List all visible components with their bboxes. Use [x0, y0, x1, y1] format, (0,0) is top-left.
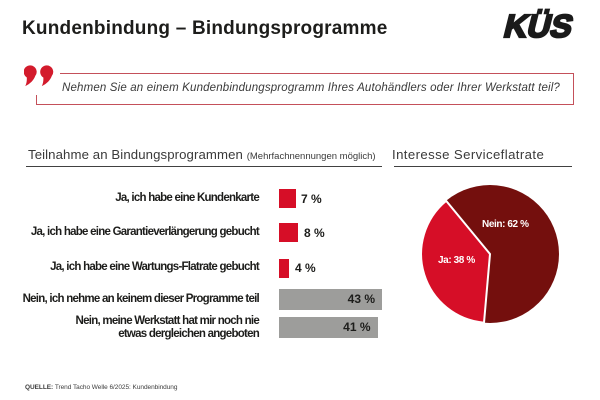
svg-text:Ja: 38 %: Ja: 38 % [438, 255, 475, 266]
svg-text:KÜS: KÜS [501, 8, 577, 43]
svg-text:Nein: 62 %: Nein: 62 % [482, 219, 529, 230]
